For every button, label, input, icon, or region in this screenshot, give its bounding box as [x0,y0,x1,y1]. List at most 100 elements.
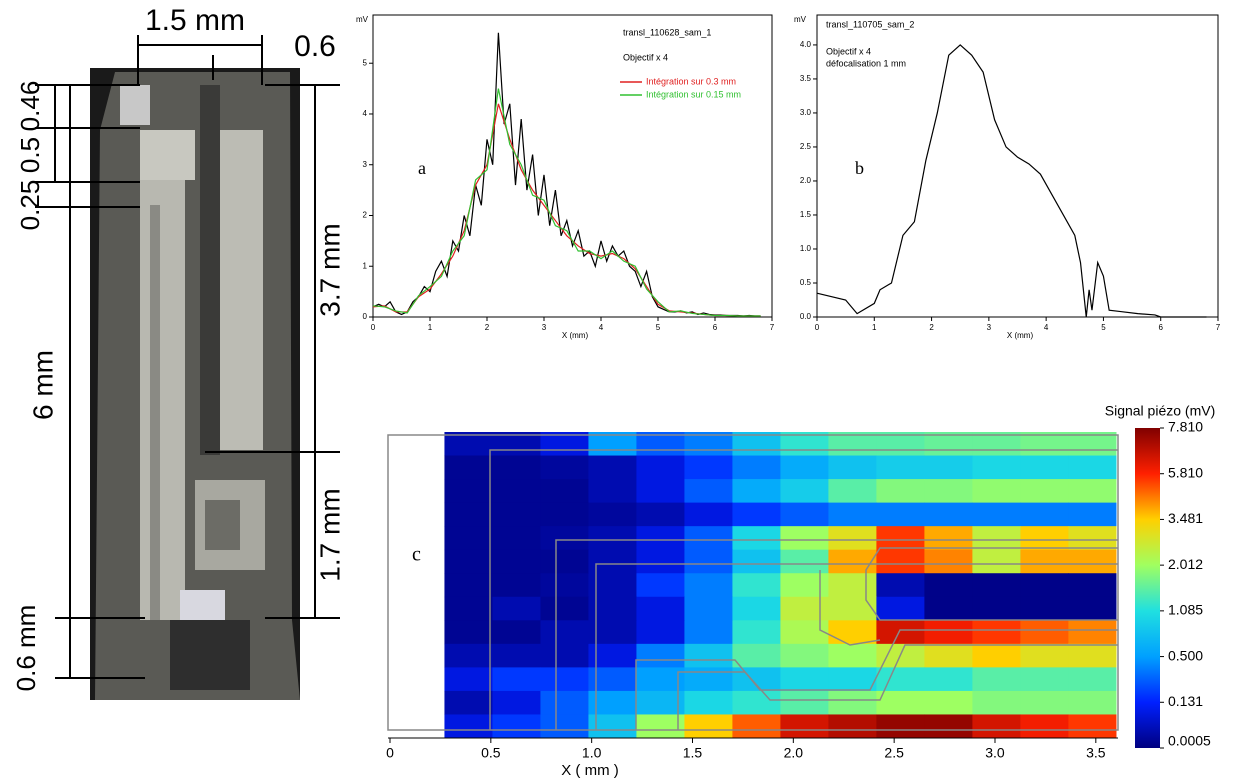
heatmap-cell [780,573,829,598]
heatmap-cell [780,479,829,504]
dimension-label: 0.25 [15,180,45,231]
heatmap-cell [540,714,589,739]
colorbar-tick-label: 5.810 [1168,464,1203,480]
heatmap-cell [492,620,541,645]
heatmap-cell [732,526,781,551]
heatmap-cell [1020,667,1069,692]
x-tick-label: 1 [428,323,433,332]
dimension-label: 0.6 [294,30,336,63]
heatmap-cell [1068,479,1117,504]
heatmap-cell [492,502,541,527]
heatmap-cell [972,714,1021,739]
heatmap-cell [972,667,1021,692]
x-tick-label: 1 [872,323,877,332]
y-tick-label: 2 [363,211,368,220]
heatmap-cell [780,549,829,574]
y-tick-label: 3 [363,160,368,169]
heatmap-cell [924,714,973,739]
heatmap-cell [732,502,781,527]
heatmap-cell [684,502,733,527]
heatmap-cell [1020,643,1069,668]
heatmap-cell [828,596,877,621]
heatmap-cell [444,620,493,645]
heatmap-cell [636,549,685,574]
heatmap-cell [828,690,877,715]
heatmap-cell [492,432,541,457]
heatmap-cell [924,502,973,527]
x-tick-label: 5 [656,323,661,332]
heatmap-cell [444,455,493,480]
heatmap-cell [780,690,829,715]
annotation: a [418,158,426,178]
heatmap-cell [636,714,685,739]
heatmap-cell [828,526,877,551]
heatmap-cell [492,596,541,621]
heatmap-cell [684,479,733,504]
heatmap-cell [732,455,781,480]
heatmap-cell [876,455,925,480]
heatmap-cell [444,596,493,621]
heatmap-cell [684,643,733,668]
heatmap-cell [1068,432,1117,457]
heatmap-cell [1068,714,1117,739]
x-tick-label: 0 [371,323,376,332]
heatmap [444,432,1117,739]
heatmap-cell [636,573,685,598]
heatmap-cell [540,502,589,527]
dimension-label: 0.46 [15,81,45,132]
heatmap-cell [828,620,877,645]
x-tick-label: 7 [1216,323,1221,332]
x-tick-label: 4 [599,323,604,332]
heatmap-cell [684,714,733,739]
colorbar-tick-label: 0.500 [1168,647,1203,663]
heatmap-cell [1020,620,1069,645]
y-axis-label: mV [794,15,807,24]
x-axis-label: X ( mm ) [561,762,619,779]
heatmap-cell [1068,620,1117,645]
colorbar-tick-label: 3.481 [1168,510,1203,526]
heatmap-cell [924,526,973,551]
heatmap-cell [876,549,925,574]
device-outline [387,434,1119,731]
heatmap-cell [492,455,541,480]
dimension-label: 1.7 mm [314,488,345,581]
dimension-label: 3.7 mm [314,223,345,316]
heatmap-cell [924,596,973,621]
heatmap-cell [1068,549,1117,574]
heatmap-cell [780,526,829,551]
x-tick-label: 0 [815,323,820,332]
y-tick-label: 1.5 [800,210,812,219]
heatmap-cell [444,667,493,692]
heatmap-cell [876,479,925,504]
heatmap-cell [636,479,685,504]
heatmap-cell [1020,502,1069,527]
heatmap-cell [492,643,541,668]
heatmap-cell [828,714,877,739]
heatmap-cell [1068,596,1117,621]
x-tick-label: 4 [1044,323,1049,332]
heatmap-cell [876,432,925,457]
y-tick-label: 4.0 [800,40,812,49]
heatmap-cell [540,479,589,504]
heatmap-cell [588,526,637,551]
heatmap-cell [972,502,1021,527]
heatmap-cell [876,620,925,645]
heatmap-cell [828,643,877,668]
colorbar-tick-label: 0.131 [1168,693,1203,709]
heatmap-cell [1020,573,1069,598]
heatmap-cell [492,479,541,504]
heatmap-cell [636,455,685,480]
x-tick-label: 2.0 [784,745,804,761]
heatmap-cell [492,549,541,574]
heatmap-cell [1020,526,1069,551]
heatmap-cell [684,667,733,692]
dimension-label: 0.5 [15,137,45,173]
heatmap-cell [444,479,493,504]
heatmap-cell [540,549,589,574]
heatmap-cell [444,549,493,574]
annotation: Objectif x 4 [826,46,871,56]
x-tick-label: 2 [485,323,490,332]
heatmap-cell [636,643,685,668]
heatmap-cell [492,573,541,598]
heatmap-cell [540,620,589,645]
